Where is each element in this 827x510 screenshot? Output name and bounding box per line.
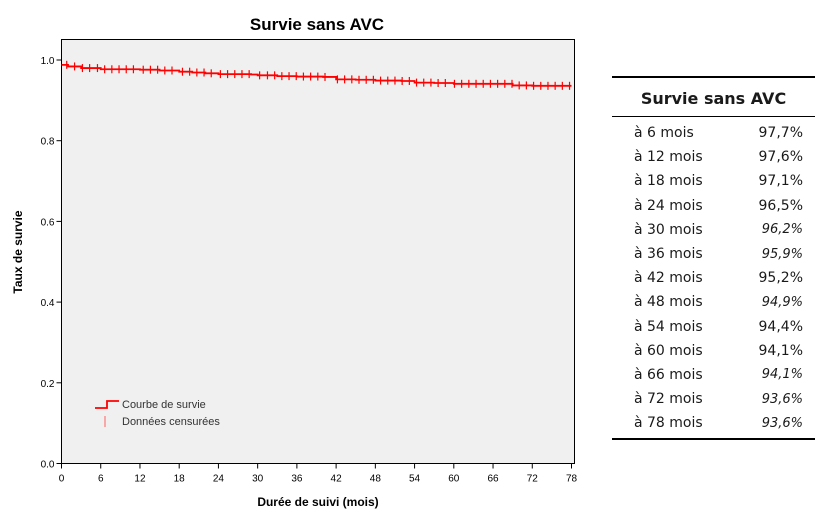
x-tick-label: 66 <box>487 474 499 485</box>
y-tick-label: 1.0 <box>41 56 55 67</box>
table-title: Survie sans AVC <box>612 78 815 117</box>
survival-curve <box>61 63 572 87</box>
table-row-value: 94,1% <box>758 342 803 359</box>
table-row-value: 93,6% <box>761 415 803 431</box>
table-row: à 60 mois 94,1% <box>612 339 815 363</box>
table-row-label: à 54 mois <box>634 318 703 335</box>
x-tick-label: 0 <box>59 474 65 485</box>
table-row-label: à 48 mois <box>634 294 703 311</box>
x-tick-label: 6 <box>98 474 104 485</box>
table-row-value: 95,2% <box>758 270 803 287</box>
x-tick-label: 78 <box>566 474 578 485</box>
x-tick-label: 24 <box>213 474 225 485</box>
x-tick-label: 54 <box>409 474 421 485</box>
table-row-label: à 72 mois <box>634 391 703 408</box>
table-row-label: à 66 mois <box>634 366 703 383</box>
table-row: à 42 mois 95,2% <box>612 266 815 290</box>
table-row: à 24 mois 96,5% <box>612 194 815 218</box>
x-tick-label: 48 <box>370 474 382 485</box>
x-tick-label: 18 <box>174 474 186 485</box>
table-row-value: 94,9% <box>761 294 803 310</box>
table-row-label: à 24 mois <box>634 197 703 214</box>
table-top-rule <box>612 76 815 78</box>
x-tick-label: 36 <box>291 474 303 485</box>
table-row-value: 96,5% <box>758 197 803 214</box>
x-tick-label: 30 <box>252 474 264 485</box>
table-row-label: à 6 mois <box>634 125 694 142</box>
table-row-value: 94,4% <box>758 318 803 335</box>
x-axis-label: Durée de suivi (mois) <box>257 495 378 509</box>
y-axis-label: Taux de survie <box>11 210 25 293</box>
y-tick-label: 0.4 <box>41 298 55 309</box>
table-row: à 66 mois 94,1% <box>612 363 815 387</box>
y-axis: 0.0 0.2 0.4 0.6 0.8 1.0 <box>41 56 62 471</box>
y-tick-label: 0.6 <box>41 217 55 228</box>
table-row-label: à 42 mois <box>634 270 703 287</box>
y-tick-label: 0.8 <box>41 137 55 148</box>
table-bottom-rule <box>612 438 815 441</box>
x-tick-label: 12 <box>134 474 146 485</box>
legend-label-curve: Courbe de survie <box>122 399 206 411</box>
table-row: à 18 mois 97,1% <box>612 169 815 193</box>
table-row-value: 94,1% <box>761 367 803 383</box>
table-row-value: 93,6% <box>761 391 803 407</box>
table-row-value: 97,1% <box>758 173 803 190</box>
table-row-label: à 30 mois <box>634 221 703 238</box>
table-row-label: à 18 mois <box>634 173 703 190</box>
y-tick-label: 0.2 <box>41 379 55 390</box>
legend: Courbe de survie Données censurées <box>95 399 220 428</box>
table-body: à 6 mois 97,7% à 12 mois 97,6% à 18 mois 97,1… <box>612 117 815 435</box>
table-row: à 48 mois 94,9% <box>612 290 815 314</box>
table-row: à 78 mois 93,6% <box>612 411 815 435</box>
table-row-value: 97,7% <box>758 125 803 142</box>
plot-area <box>61 39 575 464</box>
table-row-value: 96,2% <box>761 222 803 238</box>
table-row-label: à 78 mois <box>634 415 703 432</box>
table-row: à 6 mois 97,7% <box>612 121 815 145</box>
table-row: à 72 mois 93,6% <box>612 387 815 411</box>
x-tick-label: 42 <box>331 474 343 485</box>
table-row: à 36 mois 95,9% <box>612 242 815 266</box>
table-row-value: 95,9% <box>761 246 803 262</box>
x-tick-label: 60 <box>448 474 460 485</box>
survival-chart: Survie sans AVC 0.0 0.2 0.4 0.6 0.8 1.0 0 6 12 1… <box>11 15 578 509</box>
table-row-label: à 60 mois <box>634 342 703 359</box>
y-tick-label: 0.0 <box>41 460 55 471</box>
table-row-label: à 12 mois <box>634 149 703 166</box>
table-row-value: 97,6% <box>758 149 803 166</box>
x-axis: 0 6 12 18 24 30 36 42 48 54 60 66 72 78 <box>59 463 578 485</box>
legend-label-censored: Données censurées <box>122 416 220 428</box>
table-row-label: à 36 mois <box>634 246 703 263</box>
survival-table: Survie sans AVC à 6 mois 97,7% à 12 mois 97… <box>612 76 815 441</box>
table-row: à 54 mois 94,4% <box>612 315 815 339</box>
legend-curve-swatch <box>95 400 119 409</box>
table-row: à 12 mois 97,6% <box>612 145 815 169</box>
x-tick-label: 72 <box>527 474 539 485</box>
table-row: à 30 mois 96,2% <box>612 218 815 242</box>
chart-title: Survie sans AVC <box>250 15 384 34</box>
censored-marks <box>66 60 571 90</box>
